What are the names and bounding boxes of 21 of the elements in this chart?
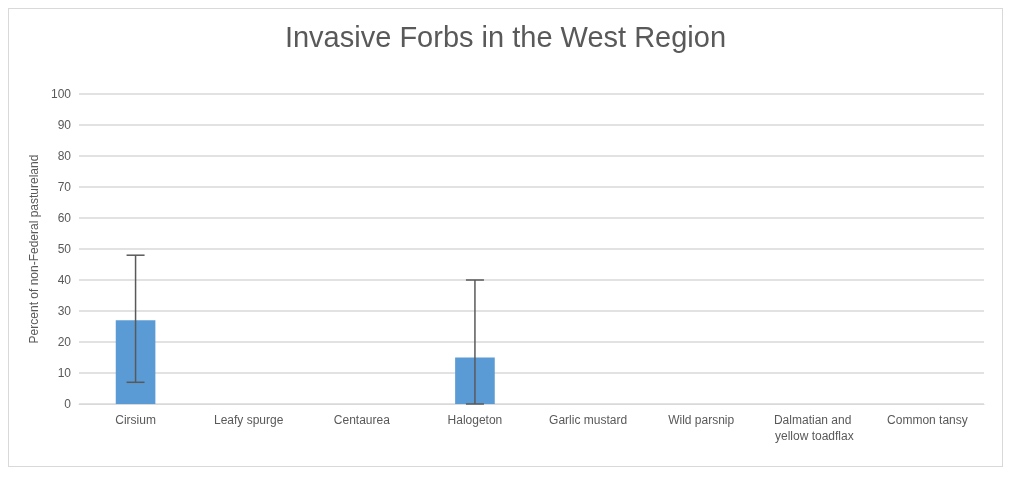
- x-tick-label: Cirsium: [115, 413, 156, 427]
- y-tick-label: 70: [57, 180, 72, 194]
- x-tick-label: Dalmatian and yellow toadflax: [773, 413, 855, 443]
- y-tick-label: 0: [64, 397, 72, 411]
- chart-title: Invasive Forbs in the West Region: [284, 20, 727, 53]
- y-tick-label: 80: [57, 149, 72, 163]
- x-tick-label: Garlic mustard: [549, 413, 628, 427]
- y-tick-label: 60: [57, 211, 72, 225]
- y-tick-label: 90: [57, 118, 72, 132]
- x-tick-label: Leafy spurge: [213, 413, 284, 427]
- y-tick-label: 40: [57, 273, 72, 287]
- x-tick-label: Halogeton: [447, 413, 503, 427]
- y-tick-label: 100: [50, 87, 72, 101]
- y-tick-label: 50: [57, 242, 72, 256]
- y-tick-label: 20: [57, 335, 72, 349]
- x-tick-label: Centaurea: [333, 413, 391, 427]
- x-tick-label: Wild parsnip: [668, 413, 735, 427]
- y-axis-title: Percent of non-Federal pastureland: [27, 154, 42, 344]
- x-tick-label: Common tansy: [887, 413, 968, 427]
- y-tick-label: 10: [57, 366, 72, 380]
- y-tick-label: 30: [57, 304, 72, 318]
